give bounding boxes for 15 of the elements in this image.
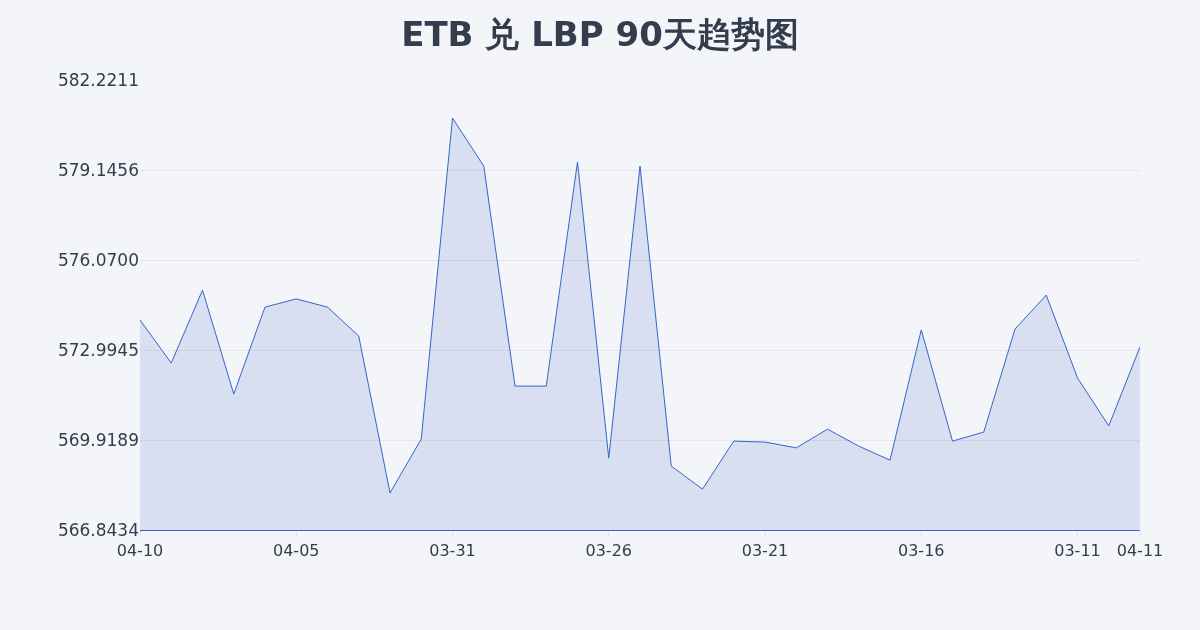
y-tick-label: 569.9189 [57, 429, 139, 450]
x-tick-label: 03-31 [429, 541, 476, 561]
x-tick-label: 03-16 [898, 541, 945, 561]
x-tick-label: 03-26 [585, 541, 632, 561]
y-tick-label: 572.9945 [57, 339, 139, 360]
y-tick-label: 579.1456 [57, 159, 139, 180]
x-tick-label: 04-05 [273, 541, 320, 561]
y-tick-label: 566.8434 [57, 519, 139, 540]
y-tick-label: 576.0700 [57, 249, 139, 270]
chart-title: ETB 兑 LBP 90天趋势图 [401, 13, 799, 54]
x-tick-label: 03-21 [741, 541, 789, 561]
y-tick-label: 582.2211 [57, 69, 139, 90]
x-tick-label: 04-11 [1116, 541, 1164, 561]
x-tick-label: 04-10 [116, 541, 164, 561]
x-tick-label: 03-11 [1054, 541, 1101, 561]
